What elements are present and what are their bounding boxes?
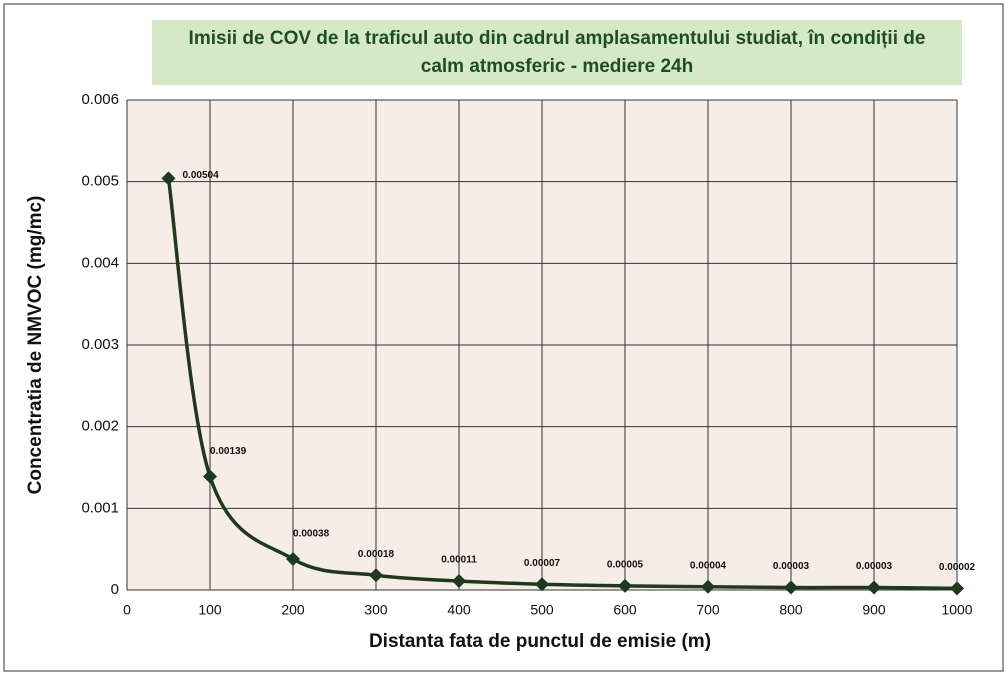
marker <box>618 578 632 593</box>
y-axis-label: Concentratia de NMVOC (mg/mc) <box>25 196 46 495</box>
data-label: 0.00011 <box>441 555 477 566</box>
x-tick-label: 500 <box>530 602 554 618</box>
marker <box>867 580 881 595</box>
marker <box>161 171 176 186</box>
x-tick-label: 100 <box>198 602 222 618</box>
x-tick-label: 0 <box>123 602 131 618</box>
data-label: 0.00003 <box>856 561 893 572</box>
marker <box>784 580 798 595</box>
marker <box>950 581 964 596</box>
y-tick-label: 0.002 <box>81 418 119 435</box>
chart-title: Imisii de COV de la traficul auto din ca… <box>152 20 962 85</box>
data-label: 0.00504 <box>183 170 220 181</box>
x-tick-label: 200 <box>281 602 305 618</box>
marker <box>203 469 217 484</box>
x-tick-label: 700 <box>696 602 720 618</box>
data-label: 0.00004 <box>690 560 727 571</box>
y-tick-label: 0.003 <box>81 336 119 353</box>
y-tick-label: 0.005 <box>81 173 119 190</box>
data-label: 0.00003 <box>773 561 810 572</box>
marker <box>701 579 715 594</box>
marker <box>535 577 549 592</box>
x-tick-label: 1000 <box>941 602 972 618</box>
data-label: 0.00007 <box>524 558 561 569</box>
x-tick-label: 600 <box>613 602 637 618</box>
y-tick-label: 0.006 <box>81 91 119 108</box>
data-label: 0.00018 <box>358 549 395 560</box>
y-tick-label: 0.001 <box>81 499 119 516</box>
data-label: 0.00002 <box>939 562 976 573</box>
x-axis-label: Distanta fata de punctul de emisie (m) <box>369 631 711 652</box>
marker <box>369 568 383 583</box>
y-tick-label: 0.004 <box>81 254 119 271</box>
marker <box>286 551 300 566</box>
data-label: 0.00139 <box>210 446 247 457</box>
y-tick-label: 0 <box>111 581 119 598</box>
x-tick-label: 900 <box>862 602 886 618</box>
data-label: 0.00005 <box>607 560 644 571</box>
data-line <box>166 178 958 591</box>
x-tick-label: 300 <box>364 602 388 618</box>
marker <box>452 574 466 589</box>
data-label: 0.00038 <box>293 529 330 540</box>
x-tick-label: 800 <box>779 602 803 618</box>
x-tick-label: 400 <box>447 602 471 618</box>
